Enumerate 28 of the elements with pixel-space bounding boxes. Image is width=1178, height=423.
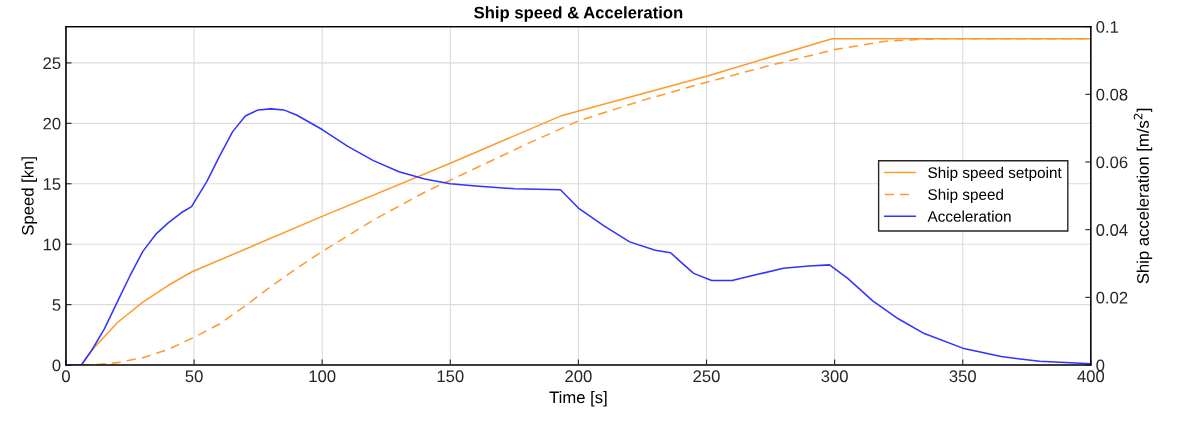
x-tick-label: 250 [693,370,720,383]
y-tick-label: 0 [52,359,61,372]
y-tick-label: 15 [43,178,61,190]
y2-tick-label: 0.08 [1096,88,1128,101]
legend-label: Ship speed setpoint [928,166,1062,182]
y2-tick-label: 0.04 [1096,224,1128,236]
x-tick-label: 150 [437,370,464,383]
legend-label: Acceleration [927,210,1011,222]
x-axis-title: Time [s] [549,391,607,407]
y2-tick-label: 0.06 [1096,156,1128,169]
y2-tick-label: 0 [1096,359,1105,372]
x-tick-label: 400 [1077,370,1105,383]
y2-tick-label: 0.1 [1096,21,1119,33]
x-tick-label: 50 [185,370,203,383]
y2-tick-label: 0.02 [1096,291,1128,304]
y-axis-title: Speed [kn] [21,157,38,235]
x-tick-label: 0 [61,370,70,383]
x-tick-label: 100 [309,370,336,383]
y-tick-label: 10 [43,238,61,251]
x-tick-label: 300 [821,370,848,383]
y2-axis-title: Ship acceleration [m/s$^{2}$] [1133,108,1153,284]
legend-label: Ship speed [928,188,1003,203]
x-tick-label: 200 [565,370,592,383]
chart-title: Ship speed & Acceleration [474,6,683,22]
y-tick-label: 20 [43,117,61,130]
x-tick-label: 350 [949,370,976,383]
y-tick-label: 5 [52,299,61,311]
y-tick-label: 25 [43,57,61,70]
